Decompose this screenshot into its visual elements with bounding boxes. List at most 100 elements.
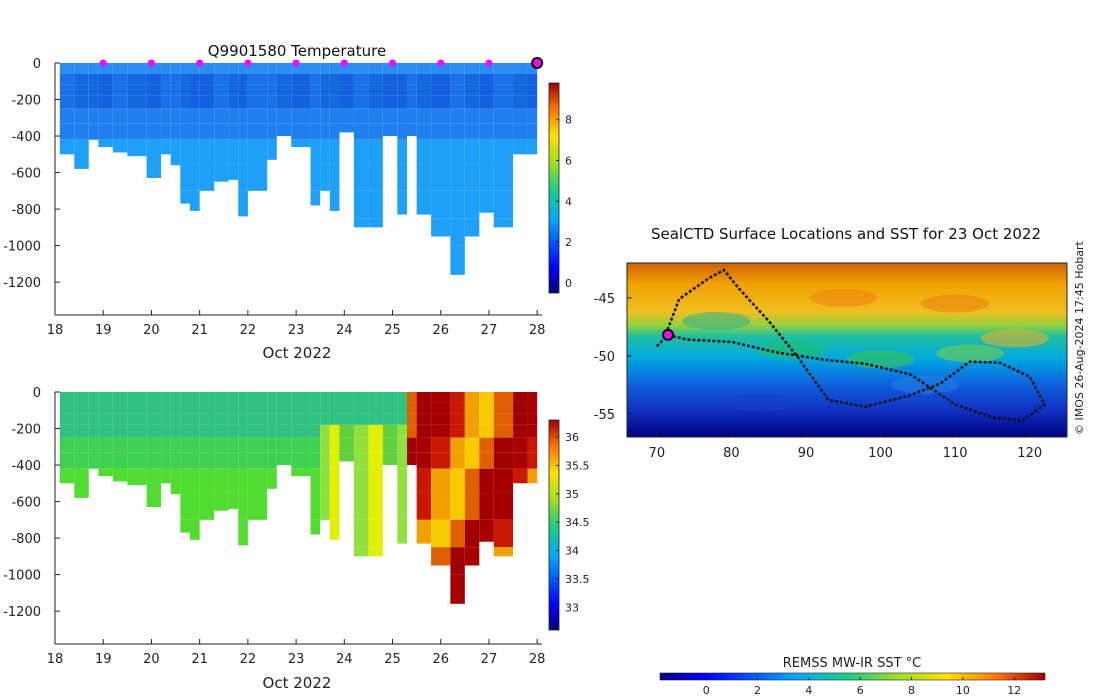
data-cell bbox=[382, 402, 398, 414]
colorbar-gradient bbox=[548, 419, 560, 631]
data-cell bbox=[464, 437, 480, 453]
data-cell bbox=[146, 402, 162, 414]
x-tick-label: 26 bbox=[432, 323, 449, 338]
data-cell bbox=[88, 108, 99, 124]
data-cell bbox=[450, 95, 465, 109]
data-cell bbox=[170, 139, 181, 164]
data-cell bbox=[382, 424, 398, 438]
data-cell bbox=[431, 547, 451, 566]
data-cell bbox=[353, 139, 369, 164]
map-y-tick-label: -55 bbox=[594, 408, 615, 423]
y-tick-label: -800 bbox=[11, 532, 41, 547]
data-cell bbox=[267, 63, 277, 74]
data-cell bbox=[59, 73, 75, 85]
data-cell bbox=[161, 123, 171, 140]
data-cell bbox=[320, 108, 330, 124]
data-cell bbox=[353, 437, 369, 453]
data-cell bbox=[450, 73, 465, 85]
data-cell bbox=[493, 413, 514, 425]
data-cell bbox=[368, 108, 383, 124]
data-cell bbox=[513, 392, 528, 403]
data-cell bbox=[397, 190, 407, 215]
data-cell bbox=[214, 84, 229, 96]
sst-patch bbox=[846, 350, 915, 369]
data-cell bbox=[88, 63, 99, 74]
data-cell bbox=[180, 63, 191, 74]
data-cell bbox=[431, 413, 451, 425]
data-cell bbox=[450, 519, 465, 548]
data-cell bbox=[199, 452, 215, 469]
sst-patch bbox=[682, 312, 751, 330]
data-cell bbox=[170, 63, 181, 74]
temperature-title: Q9901580 Temperature bbox=[208, 42, 386, 60]
data-cell bbox=[513, 84, 528, 96]
data-cell bbox=[291, 392, 311, 403]
data-cell bbox=[247, 73, 268, 85]
data-cell bbox=[310, 139, 321, 164]
data-cell bbox=[464, 402, 480, 414]
y-tick-label: 0 bbox=[33, 57, 41, 72]
data-cell bbox=[527, 84, 538, 96]
data-cell bbox=[416, 468, 432, 493]
data-cell bbox=[238, 413, 248, 425]
data-cell bbox=[329, 163, 340, 191]
data-cell bbox=[339, 424, 354, 438]
sst-patch bbox=[727, 393, 796, 412]
data-cell bbox=[450, 492, 465, 520]
data-cell bbox=[190, 190, 200, 211]
data-cell bbox=[513, 437, 528, 453]
x-tick-label: 28 bbox=[529, 652, 546, 667]
data-cell bbox=[382, 73, 398, 85]
data-cell bbox=[431, 452, 451, 469]
data-cell bbox=[112, 413, 128, 425]
data-cell bbox=[493, 392, 514, 403]
data-cell bbox=[329, 95, 340, 109]
data-cell bbox=[267, 84, 277, 96]
data-cell bbox=[329, 468, 340, 493]
data-cell bbox=[493, 492, 514, 520]
data-cell bbox=[59, 63, 75, 74]
data-cell bbox=[397, 437, 407, 453]
data-cell bbox=[527, 123, 538, 140]
temperature-plot-area bbox=[59, 57, 544, 275]
data-cell bbox=[368, 437, 383, 453]
data-cell bbox=[170, 468, 181, 493]
data-cell bbox=[180, 468, 191, 493]
data-cell bbox=[339, 402, 354, 414]
data-cell bbox=[228, 84, 239, 96]
y-tick-label: -800 bbox=[11, 203, 41, 218]
data-cell bbox=[353, 95, 369, 109]
data-cell bbox=[397, 63, 407, 74]
data-cell bbox=[368, 95, 383, 109]
temperature-xlabel: Oct 2022 bbox=[263, 344, 332, 362]
x-tick-label: 26 bbox=[432, 652, 449, 667]
x-tick-label: 19 bbox=[95, 323, 112, 338]
y-tick-label: -600 bbox=[11, 167, 41, 182]
data-cell bbox=[112, 73, 128, 85]
data-cell bbox=[74, 163, 89, 169]
data-cell bbox=[74, 63, 89, 74]
data-cell bbox=[320, 84, 330, 96]
data-cell bbox=[493, 547, 514, 557]
x-tick-label: 23 bbox=[288, 323, 305, 338]
data-cell bbox=[247, 139, 268, 164]
data-cell bbox=[199, 424, 215, 438]
data-cell bbox=[291, 413, 311, 425]
data-cell bbox=[247, 63, 268, 74]
data-cell bbox=[199, 123, 215, 140]
data-cell bbox=[368, 218, 383, 228]
data-cell bbox=[267, 73, 277, 85]
data-cell bbox=[190, 63, 200, 74]
data-cell bbox=[291, 402, 311, 414]
data-cell bbox=[238, 468, 248, 493]
data-cell bbox=[146, 95, 162, 109]
data-cell bbox=[228, 424, 239, 438]
colorbar-tick-label: 6 bbox=[565, 154, 572, 167]
data-cell bbox=[238, 424, 248, 438]
data-cell bbox=[479, 519, 494, 542]
data-cell bbox=[291, 452, 311, 469]
data-cell bbox=[276, 402, 292, 414]
data-cell bbox=[74, 413, 89, 425]
data-cell bbox=[368, 73, 383, 85]
data-cell bbox=[74, 392, 89, 403]
